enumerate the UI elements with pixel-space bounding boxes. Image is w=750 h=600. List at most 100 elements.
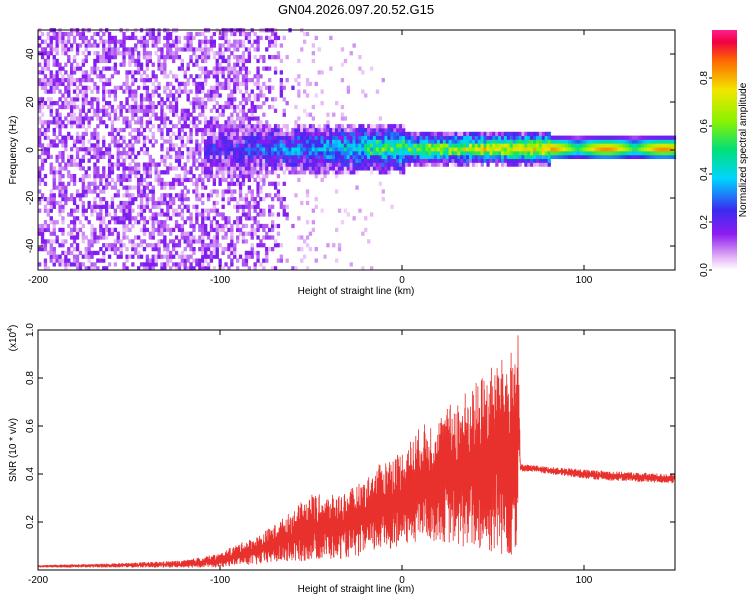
spectrogram-cell [72, 247, 77, 252]
spectrogram-cell [253, 151, 257, 156]
spectrogram-cell [55, 81, 59, 87]
spectrogram-cell [381, 189, 385, 194]
spectrogram-cell [43, 223, 48, 229]
spectrogram-cell [110, 127, 115, 133]
spectrogram-cell [195, 212, 199, 217]
spectrogram-cell [145, 170, 150, 175]
spectrogram-cell [96, 158, 100, 163]
spectrogram-cell [151, 235, 155, 240]
spectrogram-cell [271, 158, 275, 163]
spectrogram-cell [477, 151, 482, 156]
spectrogram-cell [402, 139, 406, 144]
spectrogram-cell [215, 78, 219, 83]
spectrogram-cell [157, 243, 161, 248]
spectrogram-cell [672, 135, 677, 140]
spectrogram-cell [390, 124, 394, 129]
spectrogram-cell [154, 220, 158, 225]
spectrogram-cell [40, 66, 45, 71]
spectrogram-cell [501, 151, 505, 156]
spectrogram-cell [498, 131, 502, 137]
spectrogram-cell [244, 162, 249, 167]
spectrogram-cell [186, 266, 190, 271]
spectrogram-cell [40, 78, 45, 83]
spectrogram-cell [256, 81, 260, 87]
spectrogram-cell [139, 120, 144, 125]
spectrogram-cell [585, 135, 589, 140]
spectrogram-cell [166, 147, 170, 152]
spectrogram-cell [157, 101, 161, 106]
spectrogram-cell [614, 147, 618, 152]
spectrogram-cell [276, 212, 281, 217]
spectrogram-cell [632, 147, 636, 152]
spectrogram-cell [602, 147, 607, 152]
spectrogram-cell [192, 158, 196, 163]
spectrogram-cell [139, 239, 144, 244]
spectrogram-cell [434, 162, 438, 167]
spectrogram-cell [169, 120, 173, 125]
spectrogram-cell [314, 247, 318, 252]
spectrogram-cell [212, 39, 217, 44]
spectrogram-cell [192, 181, 196, 186]
spectrogram-cell [241, 58, 246, 64]
colorbar-tick-label: 0.8 [699, 71, 710, 85]
spectrogram-cell [119, 239, 123, 244]
spectrogram-cell [247, 266, 252, 271]
spectrogram-cell [337, 154, 342, 160]
spectrogram-cell [119, 250, 123, 256]
spectrogram-cell [93, 43, 97, 48]
spectrogram-cell [107, 43, 112, 48]
spectrogram-cell [72, 174, 77, 179]
spectrogram-cell [303, 158, 307, 163]
spectrogram-cell [265, 143, 269, 148]
spectrogram-cell [253, 97, 257, 102]
spectrogram-cell [119, 39, 123, 44]
spectrogram-cell [282, 143, 286, 148]
spectrogram-cell [218, 143, 222, 148]
spectrogram-cell [180, 216, 185, 221]
spectrogram-cell [64, 143, 68, 148]
spectrogram-cell [611, 151, 616, 156]
spectrogram-cell [52, 74, 56, 79]
spectrogram-cell [364, 147, 368, 152]
spectrogram-cell [527, 151, 531, 156]
spectrogram-cell [262, 243, 266, 248]
spectrogram-cell [128, 154, 132, 160]
spectrogram-cell [230, 89, 234, 94]
spectrogram-cell [87, 116, 91, 121]
spectrogram-cell [241, 197, 246, 202]
spectrogram-cell [64, 104, 68, 110]
snr-series-line [37, 335, 676, 568]
spectrogram-cell [139, 254, 144, 259]
spectrogram-cell [195, 193, 199, 198]
spectrogram-cell [271, 154, 275, 160]
spectrogram-cell [186, 177, 190, 183]
spectrogram-cell [105, 51, 109, 56]
spectrogram-cell [218, 127, 222, 133]
spectrogram-cell [64, 162, 68, 167]
spectrogram-cell [303, 239, 307, 244]
spectrogram-cell [166, 250, 170, 256]
spectrogram-cell [410, 143, 415, 148]
spectrogram-cell [445, 131, 450, 137]
spectrogram-cell [55, 43, 59, 48]
spectrogram-cell [236, 70, 240, 75]
spectrogram-cell [247, 135, 252, 140]
spectrogram-cell [632, 139, 636, 144]
spectrogram-cell [265, 131, 269, 137]
spectrogram-cell [201, 262, 205, 267]
spectrogram-cell [247, 216, 252, 221]
spectrogram-cell [195, 139, 199, 144]
spectrogram-cell [361, 147, 365, 152]
spectrogram-cell [64, 116, 68, 121]
spectrogram-cell [273, 239, 278, 244]
spectrogram-cell [308, 247, 313, 252]
spectrogram-cell [174, 181, 179, 186]
spectrogram-cell [652, 147, 656, 152]
spectrogram-cell [105, 124, 109, 129]
spectrogram-cell [195, 116, 199, 121]
spectrogram-cell [198, 154, 202, 160]
spectrogram-cell [84, 151, 88, 156]
spectrogram-cell [387, 139, 391, 144]
spectrogram-cell [64, 139, 68, 144]
